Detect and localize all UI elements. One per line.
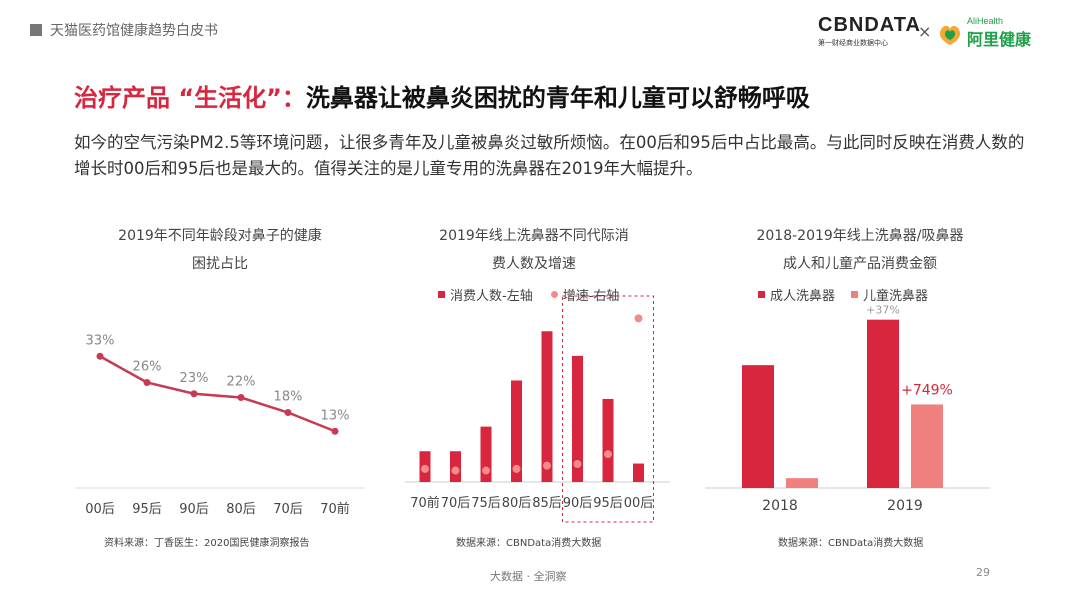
chart2-x-tick-label: 00后: [624, 496, 654, 511]
chart3-bar-adult: [867, 319, 899, 488]
chart3-legend: 成人洗鼻器 儿童洗鼻器: [758, 285, 928, 304]
chart1-x-tick-label: 00后: [85, 502, 115, 517]
chart2-growth-dot: [421, 464, 429, 473]
page-title-main: 洗鼻器让被鼻炎困扰的青年和儿童可以舒畅呼吸: [305, 84, 810, 112]
chart2-x-tick-label: 85后: [532, 496, 562, 511]
chart2-title-line2: 费人数及增速: [492, 256, 576, 272]
alihealth-logo-cn: 阿里健康: [967, 30, 1032, 49]
chart2-bar: [541, 331, 553, 482]
chart2-bar: [572, 355, 583, 482]
chart3-adult-growth-label: +37%: [866, 304, 900, 317]
document-title: 天猫医药馆健康趋势白皮书: [50, 23, 218, 39]
alihealth-mark-icon: [940, 25, 960, 45]
chart2-legend: 消费人数-左轴 增速-右轴: [438, 285, 619, 304]
chart1-value-label: 26%: [133, 360, 162, 375]
cbndata-logo-text: CBNDATA: [818, 14, 921, 36]
chart3-title: 2018-2019年线上洗鼻器/吸鼻器 成人和儿童产品消费金额: [700, 222, 1020, 278]
chart3-bar-child: [786, 478, 818, 488]
chart1-value-label: 13%: [321, 408, 350, 423]
chart2-bar: [602, 398, 614, 482]
chart2-x-tick-label: 80后: [502, 496, 532, 511]
chart3-source: 数据来源：CBNData消费大数据: [778, 538, 924, 549]
chart1-point: [237, 394, 245, 401]
page-title: 治疗产品 “生活化”：洗鼻器让被鼻炎困扰的青年和儿童可以舒畅呼吸: [74, 78, 810, 113]
chart3-bar-child: [911, 404, 943, 488]
chart1-title: 2019年不同年龄段对鼻子的健康 困扰占比: [70, 222, 370, 278]
chart1-source: 资料来源：丁香医生：2020国民健康洞察报告: [104, 538, 310, 549]
page-title-highlight: 治疗产品 “生活化”：: [74, 84, 306, 112]
chart2-bar: [511, 380, 522, 482]
legend-square-icon: [758, 291, 765, 298]
chart2-bar: [480, 426, 492, 482]
chart1-point: [331, 427, 339, 435]
chart1-x-tick-label: 90后: [179, 502, 209, 517]
chart2-title: 2019年线上洗鼻器不同代际消 费人数及增速: [384, 222, 684, 278]
alihealth-logo: AliHealth 阿里健康: [936, 16, 1031, 50]
footer-text: 大数据 · 全洞察: [490, 570, 567, 583]
chart1-title-line2: 困扰占比: [192, 256, 248, 272]
chart3-bar-chart: 2018 2019 +37% +749%: [705, 304, 990, 514]
chart3-legend-series2: 儿童洗鼻器: [863, 289, 929, 304]
chart2-x-tick-label: 70前: [410, 495, 440, 511]
alihealth-logo-en: AliHealth: [967, 16, 1004, 26]
chart2-legend-series2: 增速-右轴: [562, 289, 620, 304]
legend-square-icon: [851, 291, 859, 298]
chart1-line-chart: 33% 00后 26% 95后 23% 90后 22% 80后 18% 70后 13% 70前: [75, 333, 365, 517]
chart2-bar-chart: 70前 70后 75后 80后 85后 90后 95后 00后: [405, 295, 670, 523]
chart2-growth-dot: [573, 460, 582, 468]
chart2-growth-dot: [512, 464, 521, 473]
chart1-value-label: 18%: [274, 390, 303, 405]
chart2-title-line1: 2019年线上洗鼻器不同代际消: [439, 228, 629, 244]
header-square-icon: [30, 24, 42, 36]
cbndata-logo: CBNDATA 第一财经商业数据中心: [818, 14, 921, 48]
legend-dot-icon: [550, 291, 558, 298]
chart3-child-growth-label: +749%: [901, 382, 953, 398]
chart1-value-label: 23%: [180, 371, 209, 386]
chart3-title-line1: 2018-2019年线上洗鼻器/吸鼻器: [756, 228, 964, 244]
chart1-value-label: 33%: [86, 333, 115, 348]
chart1-x-tick-label: 80后: [226, 502, 256, 517]
chart2-x-tick-label: 90后: [563, 496, 593, 511]
chart1-series-line: [99, 355, 336, 433]
chart2-x-tick-label: 70后: [441, 496, 471, 511]
chart2-highlight-box: [562, 295, 654, 523]
chart2-growth-dot: [604, 450, 612, 459]
logo-separator: ×: [918, 22, 932, 41]
chart1-point: [284, 409, 292, 416]
chart3-title-line2: 成人和儿童产品消费金额: [783, 256, 937, 272]
chart2-x-tick-label: 95后: [593, 496, 623, 511]
chart1-x-tick-label: 70后: [273, 502, 303, 517]
chart1-point: [190, 390, 198, 398]
chart1-x-tick-label: 95后: [132, 502, 162, 517]
chart2-growth-dot: [543, 461, 551, 470]
chart3-x-tick-label: 2019: [887, 498, 923, 514]
chart1-value-label: 22%: [227, 375, 256, 390]
chart1-title-line1: 2019年不同年龄段对鼻子的健康: [118, 228, 322, 244]
chart2-legend-series1: 消费人数-左轴: [450, 289, 533, 304]
cbndata-logo-subtitle: 第一财经商业数据中心: [818, 39, 888, 47]
chart2-x-tick-label: 75后: [471, 496, 501, 511]
page-number: 29: [976, 566, 990, 579]
chart2-source: 数据来源：CBNData消费大数据: [456, 538, 602, 549]
chart2-growth-dot: [482, 466, 490, 475]
legend-square-icon: [438, 291, 445, 298]
chart2-growth-dot: [634, 314, 643, 323]
chart2-bar: [633, 463, 644, 482]
chart1-point: [96, 352, 104, 360]
chart3-bar-adult: [742, 365, 774, 488]
chart1-x-tick-label: 70前: [320, 501, 350, 517]
document-header: 天猫医药馆健康趋势白皮书: [30, 20, 218, 40]
chart2-growth-dot: [451, 466, 460, 475]
chart3-x-tick-label: 2018: [762, 498, 798, 514]
page-description: 如今的空气污染PM2.5等环境问题，让很多青年及儿童被鼻炎过敏所烦恼。在00后和…: [74, 133, 1025, 178]
chart3-legend-series1: 成人洗鼻器: [770, 289, 836, 304]
chart1-point: [143, 379, 151, 386]
